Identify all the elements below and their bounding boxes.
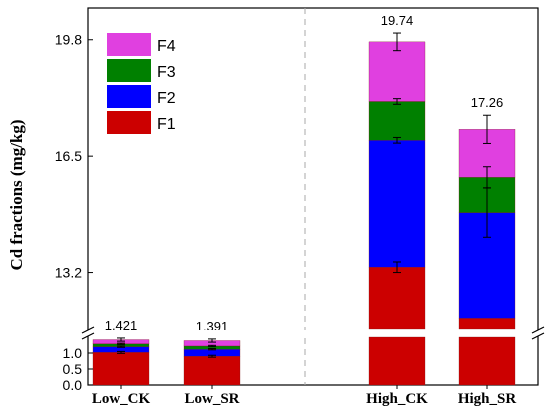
total-label-high_sr: 17.26 <box>471 95 504 110</box>
y-axis-label: Cd fractions (mg/kg) <box>7 119 26 270</box>
legend-label-f4: F4 <box>157 38 176 55</box>
y-tick-label: 1.0 <box>63 345 83 361</box>
bar-high_ck-f1-lower <box>368 336 426 386</box>
bar-high_ck-f3-upper <box>368 101 426 141</box>
legend-label-f2: F2 <box>157 90 176 107</box>
plot-area: 1.421Low_CK1.391Low_SR19.74High_CK17.26H… <box>55 7 545 407</box>
x-tick-label-low_sr: Low_SR <box>184 391 239 407</box>
total-label-high_ck: 19.74 <box>381 13 414 28</box>
legend-swatch-f3 <box>107 59 151 82</box>
x-tick-label-low_ck: Low_CK <box>92 391 151 407</box>
y-tick-label: 0.5 <box>63 361 83 377</box>
legend: F4 F3 F2 F1 <box>107 33 176 134</box>
axis-break-gap <box>82 330 544 336</box>
y-tick-label: 13.2 <box>55 265 82 281</box>
total-label-low_ck: 1.421 <box>105 318 138 333</box>
y-tick-label: 16.5 <box>55 148 82 164</box>
axis-break-mark <box>81 326 95 334</box>
x-tick-label-high_sr: High_SR <box>458 391 517 407</box>
y-tick-label: 19.8 <box>55 32 82 48</box>
bar-low_sr-f1-lower <box>183 356 241 386</box>
bar-low_ck-f1-lower <box>92 352 150 386</box>
legend-label-f3: F3 <box>157 64 176 81</box>
legend-swatch-f4 <box>107 33 151 56</box>
axis-break-mark <box>531 332 545 340</box>
axis-break-mark <box>81 332 95 340</box>
legend-swatch-f2 <box>107 85 151 108</box>
axis-break-mark <box>531 326 545 334</box>
legend-label-f1: F1 <box>157 116 176 133</box>
y-tick-label: 0.0 <box>63 377 83 393</box>
bar-high_sr-f1-lower <box>458 336 516 386</box>
plot-frame <box>87 7 539 386</box>
legend-swatch-f1 <box>107 111 151 134</box>
x-tick-label-high_ck: High_CK <box>366 391 428 407</box>
bar-high_sr-f1-upper <box>458 318 516 330</box>
bar-high_ck-f2-upper <box>368 140 426 268</box>
bar-high_ck-f1-upper <box>368 267 426 330</box>
